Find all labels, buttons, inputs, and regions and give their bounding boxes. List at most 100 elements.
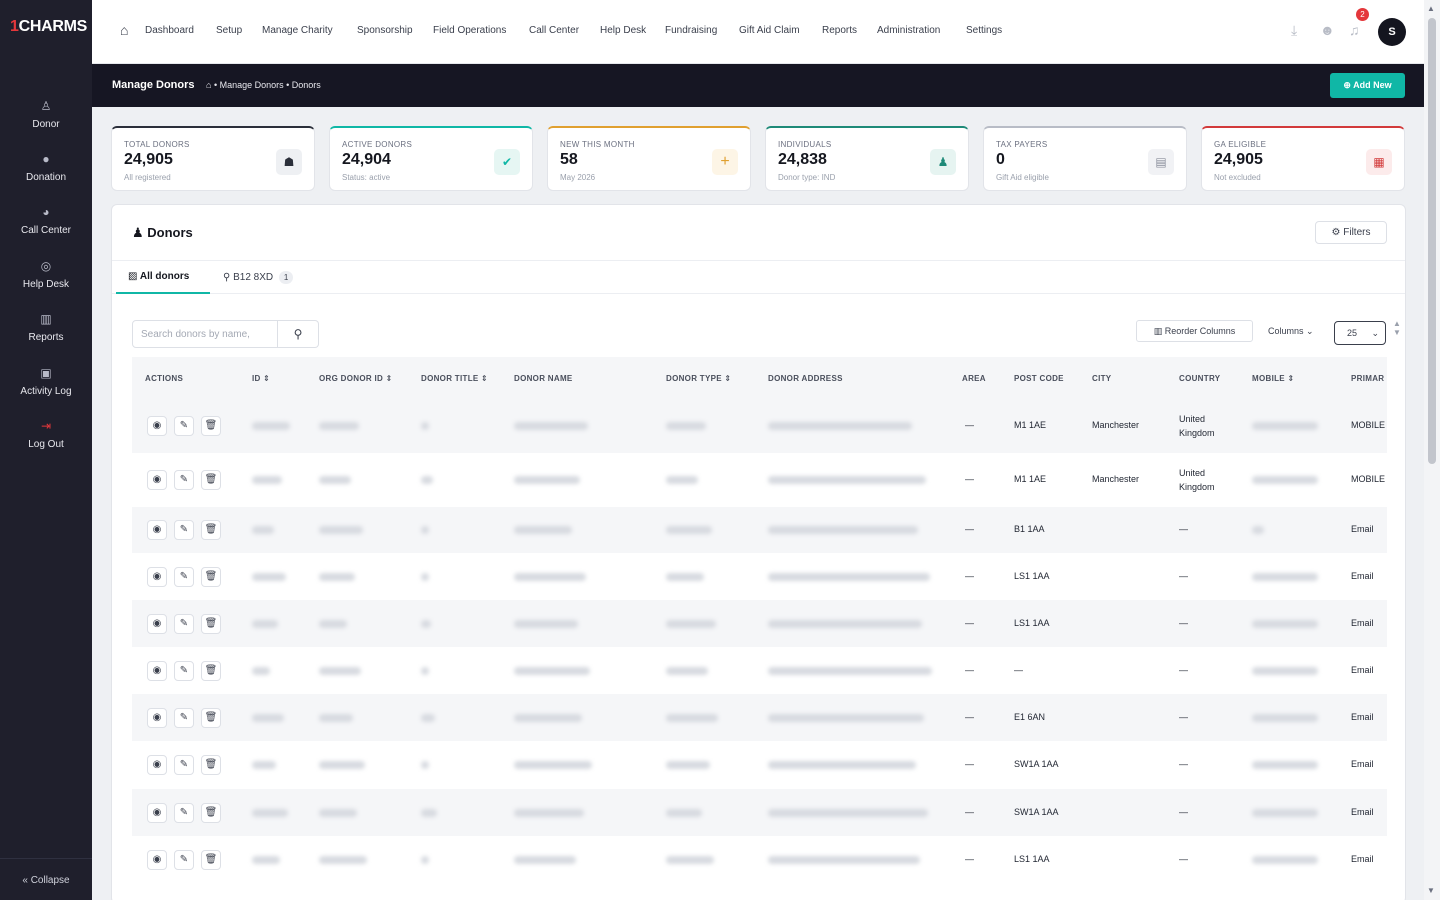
delete-button[interactable]: 🗑: [201, 661, 221, 681]
view-button[interactable]: ◉: [147, 755, 167, 775]
table-row[interactable]: ◉ ✎ 🗑 — B1 1AA Email —: [132, 507, 1387, 553]
reorder-columns-button[interactable]: ▥ Reorder Columns: [1136, 320, 1253, 342]
table-row[interactable]: ◉ ✎ 🗑 — LS1 1AA Email —: [132, 600, 1387, 647]
nav-administration[interactable]: Administration: [877, 25, 941, 36]
sidebar-item-label: Reports: [28, 332, 64, 343]
avatar[interactable]: S: [1378, 18, 1406, 46]
table-row[interactable]: ◉ ✎ 🗑 — E1 6AN Email —: [132, 694, 1387, 741]
columns-dropdown[interactable]: Columns ⌄: [1268, 326, 1314, 337]
nav-help-desk[interactable]: Help Desk: [600, 25, 647, 36]
trash-icon: 🗑: [204, 665, 218, 676]
table-row[interactable]: ◉ ✎ 🗑 — — Email —: [132, 647, 1387, 694]
view-button[interactable]: ◉: [147, 850, 167, 870]
breadcrumb-home-icon[interactable]: ⌂: [206, 80, 214, 90]
sidebar-item-donor[interactable]: ♙ Donor: [0, 99, 92, 130]
nav-gift-aid-claim[interactable]: Gift Aid Claim: [739, 25, 800, 36]
view-button[interactable]: ◉: [147, 470, 167, 490]
sidebar-item-help-desk[interactable]: ◎ Help Desk: [0, 259, 92, 290]
view-button[interactable]: ◉: [147, 614, 167, 634]
edit-button[interactable]: ✎: [174, 850, 194, 870]
delete-button[interactable]: 🗑: [201, 708, 221, 728]
delete-button[interactable]: 🗑: [201, 614, 221, 634]
add-new-button[interactable]: ⊕ Add New: [1330, 73, 1405, 98]
sidebar-item-donation[interactable]: ● Donation: [0, 152, 92, 183]
page-size-select[interactable]: 25 ⌄: [1334, 321, 1386, 345]
tab-scroll-arrows[interactable]: ▲ ▼: [1393, 319, 1401, 337]
delete-button[interactable]: 🗑: [201, 470, 221, 490]
edit-button[interactable]: ✎: [174, 416, 194, 436]
sidebar-item-log-out[interactable]: ⇥ Log Out: [0, 419, 92, 450]
delete-button[interactable]: 🗑: [201, 567, 221, 587]
delete-button[interactable]: 🗑: [201, 755, 221, 775]
delete-button[interactable]: 🗑: [201, 416, 221, 436]
sidebar-item-reports[interactable]: ▥ Reports: [0, 312, 92, 343]
sidebar-item-call-center[interactable]: ◕ Call Center: [0, 205, 92, 236]
home-icon[interactable]: ⌂: [120, 22, 129, 38]
nav-field-operations[interactable]: Field Operations: [433, 25, 507, 36]
sidebar-item-activity-log[interactable]: ▣ Activity Log: [0, 366, 92, 397]
nav-settings[interactable]: Settings: [966, 25, 1003, 36]
delete-button[interactable]: 🗑: [201, 803, 221, 823]
scroll-up-icon[interactable]: ▲: [1427, 4, 1435, 13]
edit-button[interactable]: ✎: [174, 708, 194, 728]
app-logo[interactable]: 1CHARMS: [10, 18, 87, 36]
th-mobile[interactable]: MOBILE ⇕: [1252, 374, 1295, 383]
scroll-down-icon[interactable]: ▼: [1427, 886, 1435, 895]
delete-button[interactable]: 🗑: [201, 520, 221, 540]
filters-button[interactable]: ⚙ Filters: [1315, 221, 1387, 244]
search-button[interactable]: ⚲: [278, 320, 319, 348]
tab-all-donors[interactable]: ▨ All donors: [128, 271, 189, 282]
page-scrollbar[interactable]: ▲ ▼: [1424, 0, 1440, 900]
delete-button[interactable]: 🗑: [201, 850, 221, 870]
table-row[interactable]: ◉ ✎ 🗑 — SW1A 1AA Email —: [132, 789, 1387, 836]
edit-button[interactable]: ✎: [174, 614, 194, 634]
collapse-button[interactable]: « Collapse: [0, 858, 92, 886]
nav-fundraising[interactable]: Fundraising: [665, 25, 718, 36]
table-row[interactable]: ◉ ✎ 🗑 — LS1 1AA Email —: [132, 836, 1387, 883]
table-header: ACTIONS ID ⇕ ORG DONOR ID ⇕ DONOR TITLE …: [132, 357, 1387, 399]
nav-reports[interactable]: Reports: [822, 25, 858, 36]
cell-area: —: [965, 759, 974, 769]
th-donor-title[interactable]: DONOR TITLE ⇕: [421, 374, 489, 383]
cell-post-code: B1 1AA: [1014, 524, 1045, 534]
nav-call-center[interactable]: Call Center: [529, 25, 580, 36]
bell-icon[interactable]: ♫: [1349, 22, 1360, 38]
table-row[interactable]: ◉ ✎ 🗑 — SW1A 1AA Email —: [132, 741, 1387, 789]
edit-button[interactable]: ✎: [174, 661, 194, 681]
th-id[interactable]: ID ⇕: [252, 374, 271, 383]
edit-button[interactable]: ✎: [174, 803, 194, 823]
cell-country: —: [1179, 712, 1188, 722]
table-row[interactable]: ◉ ✎ 🗑 — LS1 1AA Email —: [132, 553, 1387, 600]
nav-sponsorship[interactable]: Sponsorship: [357, 25, 413, 36]
th-area: AREA: [962, 374, 986, 383]
view-button[interactable]: ◉: [147, 416, 167, 436]
view-button[interactable]: ◉: [147, 520, 167, 540]
edit-button[interactable]: ✎: [174, 755, 194, 775]
view-button[interactable]: ◉: [147, 661, 167, 681]
redacted-value: [319, 809, 357, 817]
th-org-donor-id[interactable]: ORG DONOR ID ⇕: [319, 374, 393, 383]
profile-icon[interactable]: ☻: [1320, 22, 1335, 38]
nav-dashboard[interactable]: Dashboard: [145, 25, 194, 36]
th-donor-type[interactable]: DONOR TYPE ⇕: [666, 374, 732, 383]
search-input[interactable]: [132, 320, 278, 348]
plus-icon: +: [712, 149, 738, 175]
table-row[interactable]: ◉ ✎ 🗑 — M1 1AE Manchester MOBILE United Kingdom: [132, 399, 1387, 453]
person-icon: ♟: [930, 149, 956, 175]
edit-button[interactable]: ✎: [174, 520, 194, 540]
nav-setup[interactable]: Setup: [216, 25, 243, 36]
download-icon[interactable]: ⤓: [1291, 22, 1298, 38]
scrollbar-thumb[interactable]: [1428, 18, 1436, 464]
view-button[interactable]: ◉: [147, 803, 167, 823]
sidebar-item-label: Help Desk: [22, 279, 70, 290]
edit-button[interactable]: ✎: [174, 567, 194, 587]
table-row[interactable]: ◉ ✎ 🗑 — M1 1AE Manchester MOBILE United Kingdom: [132, 453, 1387, 507]
redacted-value: [252, 667, 270, 675]
view-button[interactable]: ◉: [147, 567, 167, 587]
view-button[interactable]: ◉: [147, 708, 167, 728]
eye-icon: ◉: [152, 474, 162, 485]
tab-postcode-filter[interactable]: ⚲ B12 8XD 1: [223, 271, 294, 284]
nav-manage-charity[interactable]: Manage Charity: [262, 25, 333, 36]
stat-cards: TOTAL DONORS 24,905 All registered ☗ ACT…: [111, 126, 1406, 192]
edit-button[interactable]: ✎: [174, 470, 194, 490]
